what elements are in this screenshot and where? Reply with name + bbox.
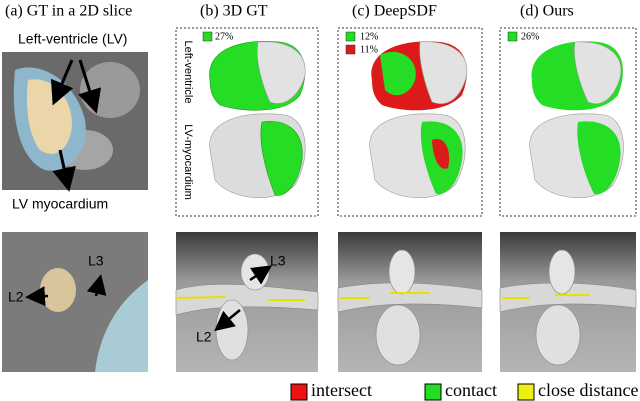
stat-label: 26% — [521, 31, 539, 42]
spine-render — [175, 232, 319, 372]
panel-frame — [337, 27, 483, 217]
spine-render — [337, 232, 483, 372]
panel-title: (a) GT in a 2D slice — [5, 3, 132, 20]
stat-label: 12% — [360, 31, 378, 42]
stat-label: 11% — [360, 44, 378, 55]
label-bg — [10, 28, 146, 50]
stat-swatch — [345, 44, 356, 55]
stat-swatch — [507, 31, 518, 42]
legend-swatch — [290, 383, 308, 401]
lv-render — [209, 41, 306, 198]
panel-title: (c) DeepSDF — [352, 3, 437, 20]
vertebra-label: L3 — [88, 253, 104, 269]
lv-render — [369, 41, 468, 198]
ct-slice-spine — [2, 232, 148, 372]
vertebra-label: L2 — [8, 289, 24, 305]
row-label: Left-ventricle — [182, 41, 194, 104]
spine-render — [499, 232, 637, 372]
vertebra-label: L2 — [196, 329, 212, 345]
vertebra-label: L3 — [270, 253, 286, 269]
anatomy-label: LV myocardium — [12, 196, 108, 212]
legend-swatch — [517, 383, 535, 401]
row-label: LV-myocardium — [182, 124, 194, 200]
lv-render — [529, 41, 624, 198]
stat-swatch — [202, 31, 213, 42]
panel-title: (d) Ours — [520, 3, 574, 20]
stat-label: 27% — [215, 31, 233, 42]
panel-title: (b) 3D GT — [200, 3, 268, 20]
stat-swatch — [345, 31, 356, 42]
ct-slice — [2, 52, 148, 192]
legend-label: close distance — [538, 380, 638, 400]
anatomy-label: Left-ventricle (LV) — [18, 31, 127, 47]
panel-frame — [499, 27, 637, 217]
legend-label: intersect — [311, 380, 372, 400]
legend-swatch — [424, 383, 442, 401]
panel-frame — [175, 27, 319, 217]
legend-label: contact — [445, 380, 497, 400]
